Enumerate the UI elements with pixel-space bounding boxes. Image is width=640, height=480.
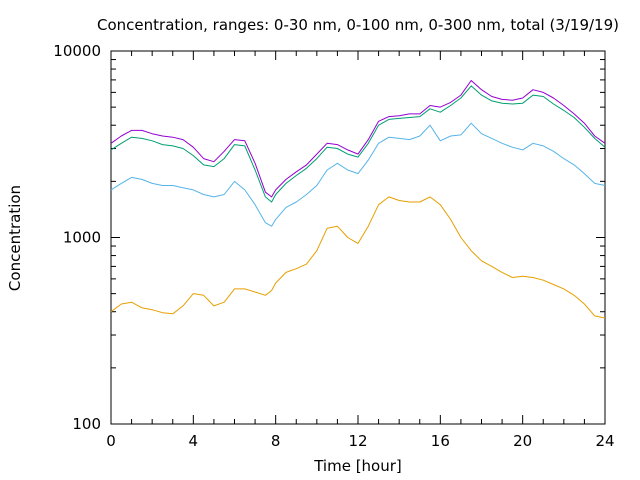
x-tick-label: 16: [431, 432, 450, 450]
series-line-4: [110, 80, 606, 198]
y-axis-title: Concentration: [6, 185, 24, 291]
x-axis-title: Time [hour]: [313, 457, 402, 475]
x-tick-label: 24: [595, 432, 614, 450]
y-tick-label: 10000: [53, 42, 101, 60]
y-tick-label: 100: [72, 415, 101, 433]
plot-frame: [110, 50, 606, 425]
x-tick-labels: 0 4 8 12 16 20 24: [106, 432, 614, 450]
y-tick-label: 1000: [63, 229, 101, 247]
x-tick-label: 4: [189, 432, 199, 450]
x-tick-label: 0: [106, 432, 116, 450]
series-line-1: [110, 196, 606, 319]
axis-ticks: [110, 50, 606, 425]
chart-title: Concentration, ranges: 0-30 nm, 0-100 nm…: [97, 16, 619, 34]
series-line-2: [110, 122, 606, 227]
x-tick-label: 20: [513, 432, 532, 450]
y-tick-labels: 100 1000 10000: [53, 42, 101, 433]
series-line-3: [110, 85, 606, 203]
series-lines: [110, 80, 606, 319]
x-tick-label: 12: [348, 432, 367, 450]
x-tick-label: 8: [271, 432, 281, 450]
